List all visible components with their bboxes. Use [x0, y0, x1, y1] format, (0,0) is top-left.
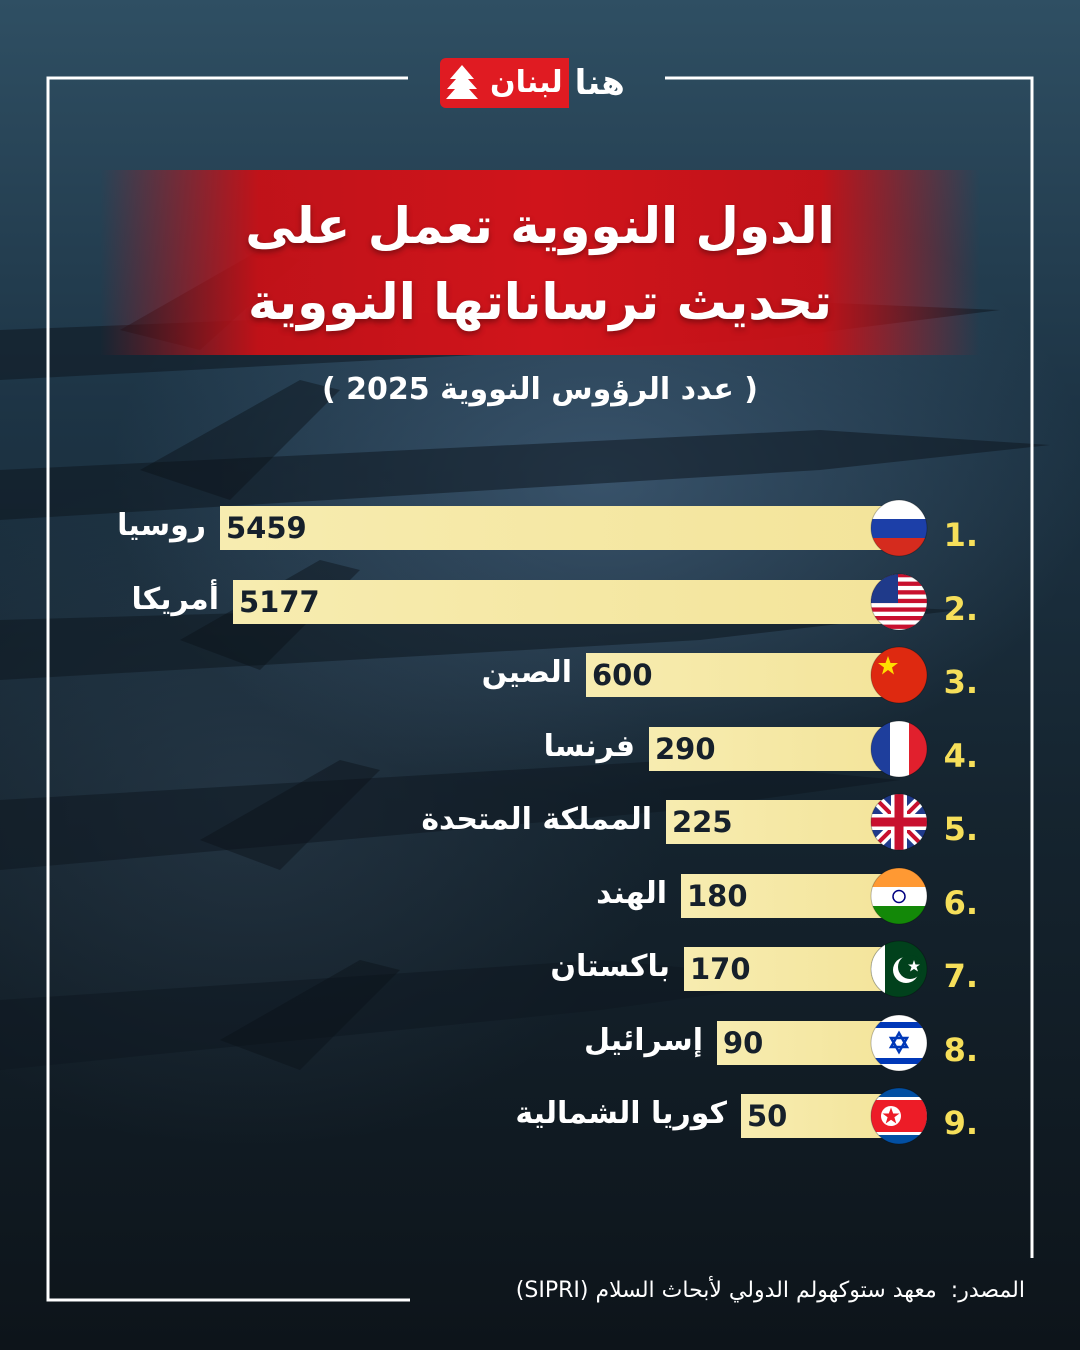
- country-label: الصين: [481, 655, 572, 690]
- bar-value-label: 290: [655, 732, 716, 766]
- bar-value-label: 90: [723, 1026, 764, 1060]
- bar: [666, 800, 900, 844]
- bar-value-label: 225: [672, 805, 733, 839]
- rank-label: 2.: [943, 590, 978, 628]
- bar: [649, 727, 900, 771]
- israel-flag-icon: [870, 1014, 928, 1072]
- title-line-2: تحديث ترساناتها النووية: [248, 273, 832, 331]
- chart-subtitle: ( عدد الرؤوس النووية 2025 ): [322, 372, 758, 407]
- bar-value-label: 180: [687, 879, 748, 913]
- country-label: باكستان: [550, 949, 670, 984]
- rank-label: 6.: [943, 884, 978, 922]
- pakistan-flag-icon: [870, 940, 928, 998]
- rank-label: 8.: [943, 1031, 978, 1069]
- country-label: فرنسا: [543, 729, 635, 764]
- country-label: روسيا: [117, 508, 206, 543]
- france-flag-icon: [870, 720, 928, 778]
- bar: [681, 874, 900, 918]
- country-label: المملكة المتحدة: [421, 802, 652, 837]
- north-korea-flag-icon: [870, 1087, 928, 1145]
- rank-label: 5.: [943, 810, 978, 848]
- usa-flag-icon: [870, 573, 928, 631]
- country-label: إسرائيل: [583, 1023, 703, 1058]
- rank-label: 4.: [943, 737, 978, 775]
- bar: [233, 580, 900, 624]
- brand-logo: لبنان هنا: [440, 55, 645, 111]
- logo-white-text: هنا: [574, 63, 625, 103]
- source-note: المصدر: معهد ستوكهولم الدولي لأبحاث السل…: [516, 1278, 1025, 1303]
- bar: [220, 506, 900, 550]
- rank-label: 1.: [943, 516, 978, 554]
- title-background-band: [100, 170, 980, 355]
- logo-red-text: لبنان: [484, 58, 569, 108]
- bar-value-label: 170: [690, 952, 751, 986]
- source-label: المصدر:: [950, 1278, 1025, 1303]
- bar-value-label: 600: [592, 658, 653, 692]
- bar-value-label: 5459: [226, 511, 307, 545]
- russia-flag-icon: [870, 499, 928, 557]
- rank-label: 9.: [943, 1104, 978, 1142]
- country-label: أمريكا: [131, 582, 220, 617]
- bar-value-label: 5177: [239, 585, 320, 619]
- source-text: معهد ستوكهولم الدولي لأبحاث السلام (SIPR…: [515, 1278, 937, 1303]
- cedar-icon: [440, 58, 484, 108]
- bar: [684, 947, 900, 991]
- rank-label: 3.: [943, 663, 978, 701]
- india-flag-icon: [870, 867, 928, 925]
- title-line-1: الدول النووية تعمل على: [245, 197, 835, 255]
- rank-label: 7.: [943, 957, 978, 995]
- country-label: كوريا الشمالية: [515, 1096, 727, 1131]
- country-label: الهند: [596, 876, 667, 911]
- uk-flag-icon: [870, 793, 928, 851]
- china-flag-icon: [870, 646, 928, 704]
- bar: [586, 653, 900, 697]
- bar: [717, 1021, 900, 1065]
- bar-value-label: 50: [747, 1099, 788, 1133]
- page-title: الدول النووية تعمل على تحديث ترساناتها ا…: [140, 188, 940, 340]
